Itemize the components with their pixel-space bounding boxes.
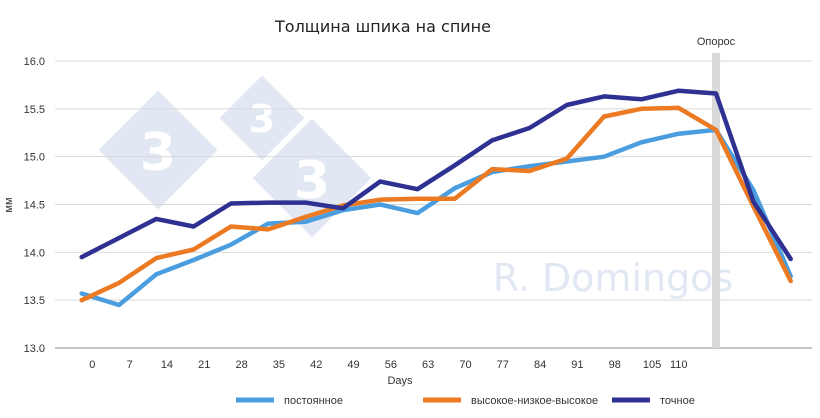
y-tick-label: 15.0 (24, 152, 45, 164)
y-axis-title: мм (3, 197, 15, 212)
chart-title: Толщина шпика на спине (274, 17, 491, 36)
x-tick-label: 21 (198, 359, 210, 371)
legend-label-0: постоянное (284, 395, 343, 407)
series-line-2 (79, 88, 793, 262)
series-line-1 (79, 105, 793, 303)
x-axis-ticks: 0 7 14 21 28 35 42 49 56 63 70 77 84 91 98 105 110 (89, 359, 687, 371)
legend-label-1: высокое-низкое-высокое (471, 395, 598, 407)
x-tick-label: 70 (459, 359, 471, 371)
x-tick-label: 35 (273, 359, 285, 371)
x-tick-label: 98 (609, 359, 621, 371)
x-tick-label: 7 (127, 359, 133, 371)
legend: постоянное высокое-низкое-высокое точное (236, 395, 695, 407)
y-tick-label: 13.5 (24, 295, 45, 307)
x-tick-label: 28 (235, 359, 247, 371)
y-tick-label: 14.5 (24, 200, 45, 212)
legend-label-2: точное (660, 395, 695, 407)
y-tick-label: 15.5 (24, 104, 45, 116)
x-tick-label: 91 (571, 359, 583, 371)
x-tick-label: 14 (161, 359, 173, 371)
x-tick-label: 84 (534, 359, 546, 371)
y-tick-label: 16.0 (24, 56, 45, 68)
x-axis-title: Days (387, 375, 413, 387)
svg-text:3: 3 (249, 97, 275, 141)
annotation-label: Опорос (697, 36, 736, 48)
watermark-text: R. Domingos (493, 256, 734, 300)
y-tick-label: 13.0 (24, 343, 45, 355)
x-tick-label: 49 (347, 359, 359, 371)
x-tick-label: 63 (422, 359, 434, 371)
farrowing-marker (712, 53, 721, 348)
series-lines (79, 88, 793, 308)
x-tick-label: 110 (670, 359, 688, 371)
x-tick-label: 0 (89, 359, 95, 371)
x-tick-label: 77 (497, 359, 509, 371)
y-tick-label: 14.0 (24, 247, 45, 259)
farrowing-band (712, 53, 721, 348)
x-tick-label: 42 (310, 359, 322, 371)
grid-lines (55, 60, 812, 349)
y-axis-ticks: 13.0 13.5 14.0 14.5 15.0 15.5 16.0 (24, 56, 45, 355)
svg-text:3: 3 (140, 123, 176, 183)
x-tick-label: 56 (385, 359, 397, 371)
x-tick-label: 105 (643, 359, 661, 371)
